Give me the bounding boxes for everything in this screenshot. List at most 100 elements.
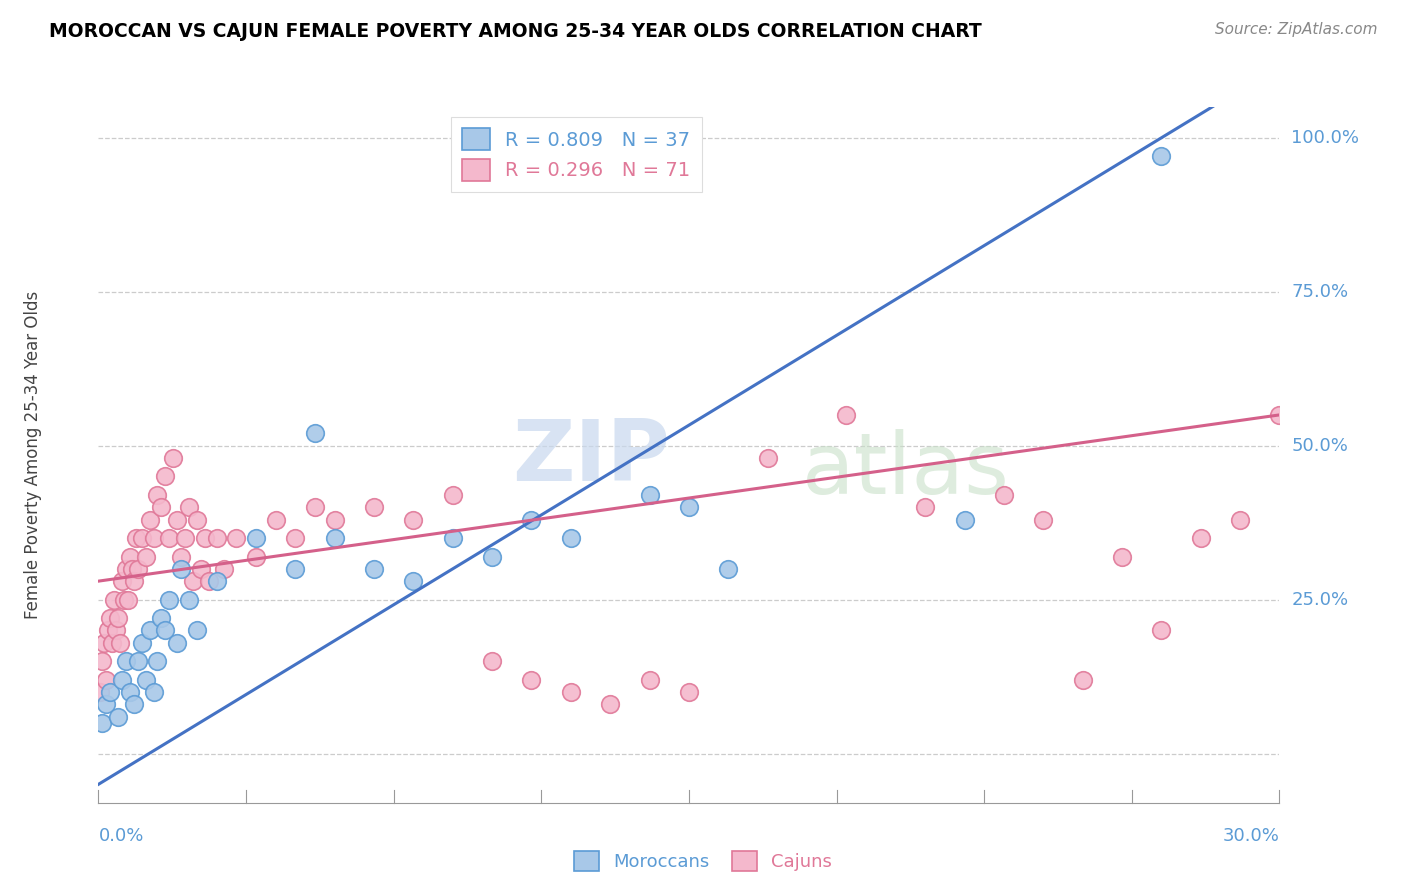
Point xyxy=(157,592,180,607)
Point xyxy=(174,531,197,545)
Point xyxy=(170,562,193,576)
Point xyxy=(155,624,177,638)
Point xyxy=(150,500,173,515)
Point xyxy=(122,574,145,589)
Point xyxy=(304,426,326,441)
Point xyxy=(122,698,145,712)
Text: 50.0%: 50.0% xyxy=(1291,437,1348,455)
Text: Female Poverty Among 25-34 Year Olds: Female Poverty Among 25-34 Year Olds xyxy=(24,291,42,619)
Point xyxy=(717,562,740,576)
Point xyxy=(121,562,143,576)
Point xyxy=(214,562,236,576)
Point xyxy=(441,488,464,502)
Point xyxy=(953,512,976,526)
Point xyxy=(520,512,543,526)
Point xyxy=(166,636,188,650)
Point xyxy=(150,611,173,625)
Point xyxy=(157,531,180,545)
Point xyxy=(101,636,124,650)
Point xyxy=(1111,549,1133,564)
Point xyxy=(363,500,385,515)
Point xyxy=(835,408,858,422)
Point xyxy=(96,673,118,687)
Point xyxy=(245,531,267,545)
Point xyxy=(1347,469,1369,483)
Point xyxy=(96,698,118,712)
Point xyxy=(205,531,228,545)
Point xyxy=(1150,149,1173,163)
Point xyxy=(993,488,1015,502)
Point xyxy=(93,636,115,650)
Point xyxy=(146,488,169,502)
Point xyxy=(245,549,267,564)
Point xyxy=(127,562,149,576)
Point xyxy=(225,531,247,545)
Point xyxy=(323,531,346,545)
Point xyxy=(135,673,157,687)
Text: 0.0%: 0.0% xyxy=(98,828,143,846)
Point xyxy=(481,654,503,668)
Point xyxy=(118,685,141,699)
Point xyxy=(111,673,134,687)
Point xyxy=(560,685,582,699)
Point xyxy=(638,673,661,687)
Point xyxy=(678,685,700,699)
Point xyxy=(323,512,346,526)
Point xyxy=(190,562,212,576)
Point xyxy=(138,512,160,526)
Point xyxy=(103,592,125,607)
Point xyxy=(108,636,131,650)
Point xyxy=(197,574,219,589)
Legend: Moroccans, Cajuns: Moroccans, Cajuns xyxy=(567,844,839,879)
Point xyxy=(520,673,543,687)
Point xyxy=(205,574,228,589)
Point xyxy=(284,531,307,545)
Point xyxy=(560,531,582,545)
Text: 30.0%: 30.0% xyxy=(1223,828,1279,846)
Text: 25.0%: 25.0% xyxy=(1291,591,1348,608)
Point xyxy=(363,562,385,576)
Point xyxy=(138,624,160,638)
Point xyxy=(1308,242,1330,256)
Point xyxy=(107,611,129,625)
Point xyxy=(97,624,120,638)
Point xyxy=(599,698,621,712)
Point xyxy=(155,469,177,483)
Point xyxy=(1032,512,1054,526)
Point xyxy=(117,592,139,607)
Point xyxy=(131,636,153,650)
Point xyxy=(142,531,165,545)
Point xyxy=(91,654,114,668)
Point xyxy=(441,531,464,545)
Point xyxy=(146,654,169,668)
Point xyxy=(142,685,165,699)
Point xyxy=(125,531,148,545)
Point xyxy=(304,500,326,515)
Point xyxy=(181,574,204,589)
Point xyxy=(98,611,121,625)
Point xyxy=(186,512,208,526)
Point xyxy=(111,574,134,589)
Text: 100.0%: 100.0% xyxy=(1291,128,1360,147)
Point xyxy=(402,574,425,589)
Point xyxy=(115,562,138,576)
Point xyxy=(194,531,217,545)
Point xyxy=(638,488,661,502)
Point xyxy=(186,624,208,638)
Point xyxy=(177,592,200,607)
Point xyxy=(162,450,184,465)
Point xyxy=(115,654,138,668)
Point xyxy=(131,531,153,545)
Point xyxy=(481,549,503,564)
Point xyxy=(135,549,157,564)
Point xyxy=(284,562,307,576)
Text: Source: ZipAtlas.com: Source: ZipAtlas.com xyxy=(1215,22,1378,37)
Point xyxy=(264,512,287,526)
Point xyxy=(91,715,114,730)
Legend: R = 0.809   N = 37, R = 0.296   N = 71: R = 0.809 N = 37, R = 0.296 N = 71 xyxy=(451,117,702,192)
Point xyxy=(678,500,700,515)
Point xyxy=(1071,673,1094,687)
Text: 75.0%: 75.0% xyxy=(1291,283,1348,301)
Point xyxy=(402,512,425,526)
Point xyxy=(98,685,121,699)
